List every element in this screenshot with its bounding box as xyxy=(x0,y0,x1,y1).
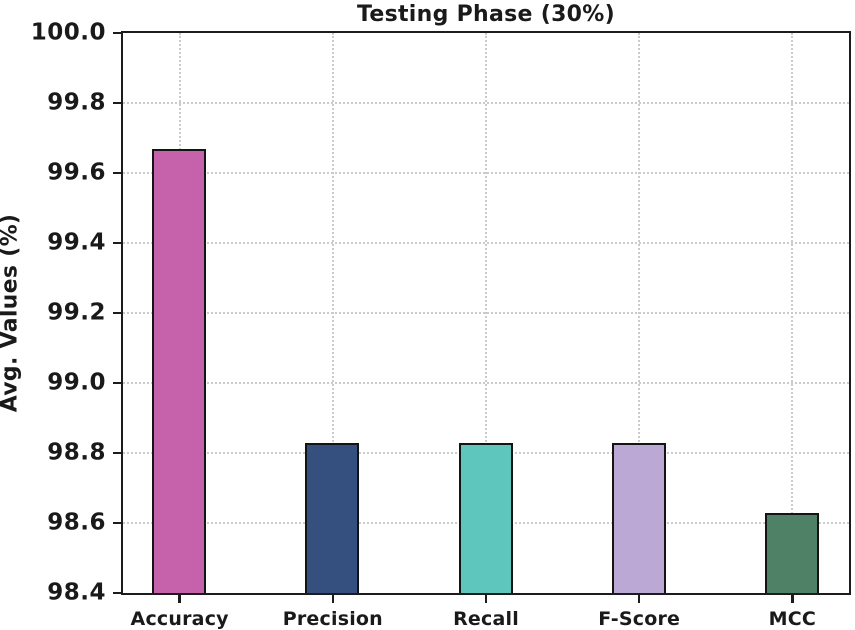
y-tick-label: 99.2 xyxy=(47,299,106,326)
chart-title: Testing Phase (30%) xyxy=(356,2,615,27)
v-gridline xyxy=(331,33,334,593)
x-tick-label-accuracy: Accuracy xyxy=(130,608,229,630)
x-tick-mark xyxy=(484,595,488,603)
x-tick-label-recall: Recall xyxy=(453,608,519,630)
bar-precision xyxy=(305,443,360,593)
x-tick-label-precision: Precision xyxy=(282,608,383,630)
y-tick-mark xyxy=(113,311,121,315)
y-tick-mark xyxy=(113,521,121,525)
y-tick-label: 99.0 xyxy=(47,369,106,396)
x-tick-mark xyxy=(178,595,181,603)
y-tick-label: 99.4 xyxy=(47,229,106,256)
x-tick-mark xyxy=(791,595,794,603)
y-tick-label: 98.8 xyxy=(47,439,106,466)
v-gridline xyxy=(638,33,641,593)
v-gridline xyxy=(485,33,487,593)
x-tick-mark xyxy=(637,595,641,603)
x-tick-label-f-score: F-Score xyxy=(598,608,681,630)
y-tick-mark xyxy=(113,31,121,35)
bar-recall xyxy=(458,443,513,593)
x-tick-mark xyxy=(331,595,335,603)
y-tick-mark xyxy=(113,171,121,175)
y-tick-label: 99.8 xyxy=(47,89,106,116)
y-tick-mark xyxy=(113,241,121,245)
y-tick-mark xyxy=(113,451,121,455)
bar-accuracy xyxy=(152,149,207,593)
bar-f-score xyxy=(611,443,666,593)
y-tick-label: 98.6 xyxy=(47,509,106,536)
x-tick-label-mcc: MCC xyxy=(768,608,817,630)
bar-mcc xyxy=(764,513,819,593)
y-tick-label: 98.4 xyxy=(47,579,106,606)
v-gridline xyxy=(791,33,794,593)
y-tick-mark xyxy=(113,591,121,595)
plot-area: 100.0 99.8 99.6 99.4 99.2 99.0 98.8 98.6 98.4 Acc… xyxy=(31,21,851,629)
y-tick-mark xyxy=(113,381,121,385)
y-tick-label: 99.6 xyxy=(47,159,106,186)
y-tick-label: 100.0 xyxy=(30,19,106,46)
y-tick-mark xyxy=(113,101,121,105)
